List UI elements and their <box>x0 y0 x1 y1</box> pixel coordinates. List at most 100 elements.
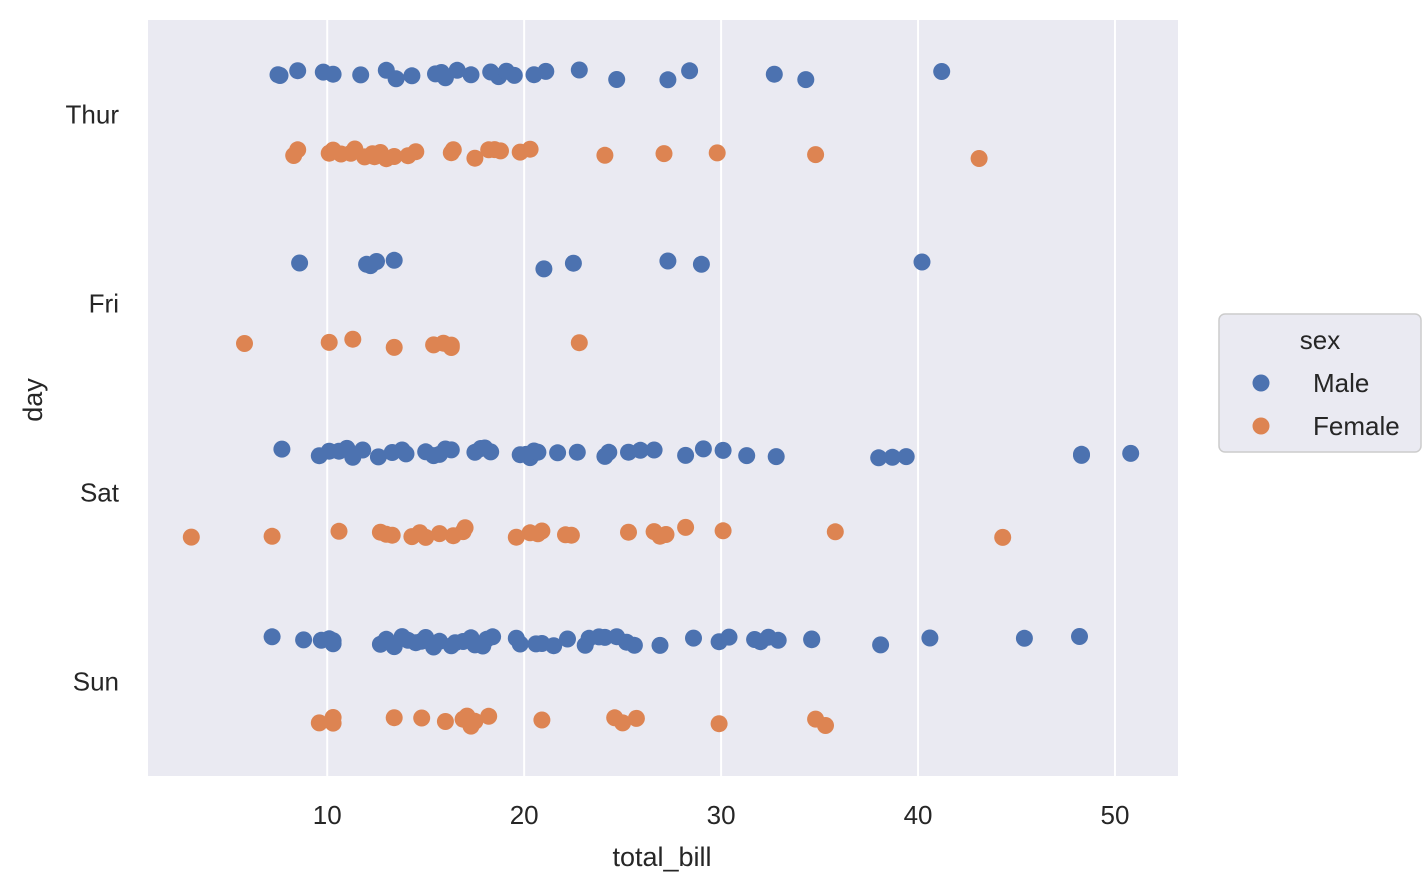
point-female-fri-36 <box>570 334 588 352</box>
point-male-sun-119 <box>685 629 702 647</box>
point-male-sun-128 <box>872 636 890 654</box>
x-tick-30: 30 <box>707 800 736 830</box>
point-male-thur-18 <box>505 66 523 84</box>
point-male-fri-33 <box>535 260 553 278</box>
point-female-thur-26 <box>807 146 825 164</box>
point-male-sat-63 <box>549 444 567 462</box>
point-female-sat-39 <box>330 522 348 540</box>
point-female-thur-16 <box>444 141 462 159</box>
point-female-thur-27 <box>970 150 988 167</box>
point-male-sat-75 <box>870 449 888 467</box>
x-tick-labels: 10 20 30 40 50 <box>313 800 1130 830</box>
point-male-thur-2 <box>289 62 307 80</box>
point-female-sat-56 <box>620 523 637 541</box>
point-male-thur-4 <box>324 65 342 83</box>
point-female-thur-22 <box>521 140 539 158</box>
point-female-sat-63 <box>994 528 1012 546</box>
point-female-sat-49 <box>456 519 474 537</box>
x-tick-40: 40 <box>904 800 933 830</box>
point-male-thur-26 <box>797 71 815 89</box>
point-female-fri-30 <box>344 330 362 348</box>
point-male-sun-106 <box>511 635 529 653</box>
x-tick-10: 10 <box>313 800 342 830</box>
point-male-thur-5 <box>352 66 370 84</box>
point-female-thur-14 <box>407 143 425 161</box>
point-male-sat-70 <box>677 446 695 464</box>
point-male-sat-62 <box>529 443 547 461</box>
point-male-thur-13 <box>448 61 466 79</box>
y-axis-label: day <box>18 378 48 422</box>
point-male-thur-21 <box>570 61 588 79</box>
legend-label-female: Female <box>1313 411 1400 441</box>
point-female-sat-46 <box>431 525 448 543</box>
point-female-sun-73 <box>466 712 484 730</box>
point-female-thur-17 <box>466 149 484 167</box>
point-female-sat-37 <box>182 528 200 546</box>
point-female-sun-81 <box>817 717 834 734</box>
point-female-fri-31 <box>385 338 403 356</box>
point-male-sat-80 <box>1122 444 1140 462</box>
point-female-sat-62 <box>826 523 844 541</box>
point-male-sun-125 <box>769 631 787 649</box>
x-axis-label: total_bill <box>612 842 711 872</box>
point-male-fri-32 <box>385 251 403 269</box>
point-male-sat-69 <box>645 441 663 459</box>
point-male-fri-31 <box>368 253 385 270</box>
point-male-sun-82 <box>295 631 313 649</box>
point-male-sat-72 <box>714 441 732 459</box>
x-tick-20: 20 <box>510 800 539 830</box>
y-tick-thur: Thur <box>66 100 120 130</box>
point-male-sun-121 <box>720 628 738 646</box>
point-female-sat-53 <box>533 522 551 540</box>
point-female-thur-1 <box>289 141 307 159</box>
point-male-sun-81 <box>263 628 281 646</box>
point-male-sat-76 <box>883 448 901 466</box>
point-female-sat-55 <box>562 526 580 544</box>
point-male-sat-45 <box>369 448 387 466</box>
point-male-sat-57 <box>482 443 500 461</box>
point-male-sat-71 <box>694 440 712 458</box>
point-female-sun-75 <box>533 711 551 729</box>
point-male-sun-104 <box>484 628 502 646</box>
point-female-sun-77 <box>614 714 632 732</box>
point-female-sat-60 <box>677 518 695 536</box>
point-male-sun-131 <box>1071 628 1088 645</box>
point-male-fri-37 <box>913 253 931 271</box>
point-female-sun-69 <box>436 713 454 730</box>
point-male-thur-27 <box>933 63 951 80</box>
point-female-sat-45 <box>417 528 435 546</box>
point-male-sun-127 <box>803 631 821 649</box>
point-male-thur-14 <box>462 66 480 84</box>
point-male-thur-20 <box>537 62 555 80</box>
point-female-sat-42 <box>383 526 401 544</box>
point-male-sun-86 <box>324 635 342 653</box>
point-female-fri-28 <box>236 335 253 352</box>
point-male-thur-24 <box>681 62 699 80</box>
y-tick-labels: Thur Fri Sat Sun <box>66 100 120 697</box>
legend-marker-male <box>1252 374 1270 392</box>
point-male-sun-129 <box>921 629 939 647</box>
point-male-thur-7 <box>387 70 405 88</box>
point-female-sun-74 <box>480 707 498 725</box>
point-male-fri-34 <box>564 254 582 272</box>
point-male-sun-118 <box>651 636 669 654</box>
point-male-sun-110 <box>559 630 576 648</box>
point-male-fri-36 <box>692 255 710 273</box>
point-male-sun-117 <box>625 636 643 654</box>
point-female-sun-79 <box>710 715 728 733</box>
legend-title: sex <box>1300 325 1340 355</box>
point-male-thur-23 <box>659 71 677 89</box>
legend: sex Male Female <box>1218 313 1422 453</box>
y-tick-sun: Sun <box>73 667 119 697</box>
point-female-thur-23 <box>596 146 614 164</box>
point-female-thur-25 <box>708 144 726 162</box>
point-female-sun-67 <box>385 709 403 727</box>
point-male-thur-22 <box>608 71 626 88</box>
x-tick-50: 50 <box>1101 800 1130 830</box>
point-male-sat-79 <box>1073 445 1090 463</box>
point-female-thur-12 <box>385 148 403 165</box>
point-male-thur-25 <box>765 65 783 83</box>
point-male-fri-35 <box>659 252 677 270</box>
point-male-sat-53 <box>442 441 460 459</box>
point-female-sat-59 <box>657 526 675 543</box>
